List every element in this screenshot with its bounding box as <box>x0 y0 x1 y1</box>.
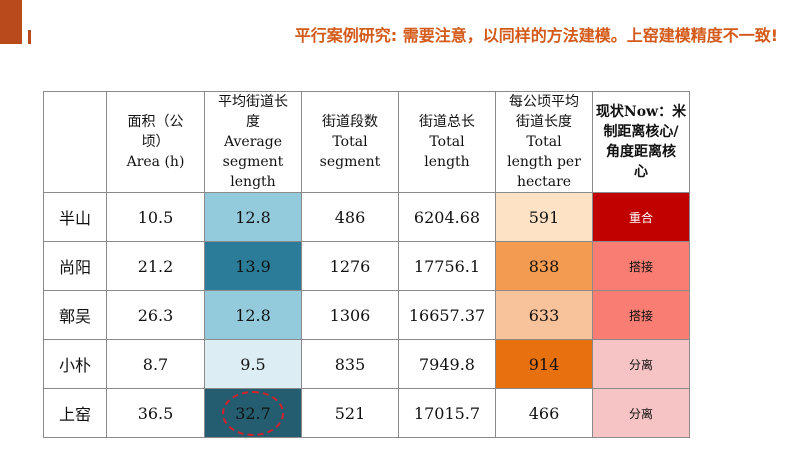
cell-avg-segment-text: 12.8 <box>235 207 271 227</box>
cell-total-segment: 1306 <box>301 290 399 340</box>
cell-status: 分离 <box>592 388 690 438</box>
cell-area-text: 26.3 <box>137 305 174 325</box>
cell-length-per-hectare-text: 591 <box>528 207 560 227</box>
cell-length-per-hectare-text: 838 <box>528 256 560 276</box>
row-label-text: 尚阳 <box>58 258 91 277</box>
cell-total-length-text: 16657.37 <box>408 305 486 325</box>
cell-area: 26.3 <box>106 290 205 340</box>
cell-total-length: 7949.8 <box>398 339 496 389</box>
cell-status-text: 分离 <box>628 357 653 372</box>
header-total-segment: 街道段数 Total segment <box>301 91 399 193</box>
cell-length-per-hectare: 591 <box>495 192 593 242</box>
cell-total-segment: 486 <box>301 192 399 242</box>
cell-total-segment-text: 1306 <box>329 305 371 325</box>
row-label-text: 上窑 <box>58 405 91 424</box>
highlight-annotation: 32.7 <box>222 390 284 436</box>
cell-avg-segment-text: 9.5 <box>240 354 266 374</box>
table-header-row: 面积（公 顷） Area (h) 平均街道长 度 Average segment… <box>43 91 690 193</box>
cell-area: 36.5 <box>106 388 205 438</box>
cell-total-segment: 521 <box>301 388 399 438</box>
row-label-text: 小朴 <box>58 356 91 375</box>
cell-length-per-hectare: 466 <box>495 388 593 438</box>
cell-avg-segment: 32.7 <box>204 388 302 438</box>
table-row: 上窑 36.5 32.7 521 17015.7 466 分离 <box>43 388 690 438</box>
cell-total-segment-text: 486 <box>334 207 366 227</box>
table-row: 小朴 8.7 9.5 835 7949.8 914 分离 <box>43 339 690 389</box>
cell-total-length: 17756.1 <box>398 241 496 291</box>
table-row: 半山 10.5 12.8 486 6204.68 591 重合 <box>43 192 690 242</box>
row-label: 鄣吴 <box>43 290 107 340</box>
cell-total-length: 17015.7 <box>398 388 496 438</box>
cell-area-text: 10.5 <box>137 207 174 227</box>
cell-length-per-hectare-text: 914 <box>528 354 560 374</box>
table-row: 鄣吴 26.3 12.8 1306 16657.37 633 搭接 <box>43 290 690 340</box>
row-label: 尚阳 <box>43 241 107 291</box>
header-length-per-hectare: 每公顷平均 街道长度 Total length per hectare <box>495 91 593 193</box>
corner-accent-tick <box>28 30 31 44</box>
cell-status: 分离 <box>592 339 690 389</box>
cell-avg-segment: 12.8 <box>204 192 302 242</box>
cell-area: 8.7 <box>106 339 205 389</box>
cell-length-per-hectare-text: 466 <box>528 403 560 423</box>
cell-status: 搭接 <box>592 290 690 340</box>
cell-total-length: 6204.68 <box>398 192 496 242</box>
cell-total-length-text: 6204.68 <box>413 207 481 227</box>
cell-status-text: 重合 <box>628 210 653 225</box>
table-row: 尚阳 21.2 13.9 1276 17756.1 838 搭接 <box>43 241 690 291</box>
header-status: 现状Now：米 制距离核心/ 角度距离核 心 <box>592 91 690 193</box>
corner-accent-block <box>0 0 22 44</box>
cell-avg-segment-text: 12.8 <box>235 305 271 325</box>
header-total-length: 街道总长 Total length <box>398 91 496 193</box>
cell-status: 搭接 <box>592 241 690 291</box>
row-label-text: 鄣吴 <box>58 307 91 326</box>
header-empty-cell <box>43 91 107 193</box>
cell-status-text: 搭接 <box>628 259 653 274</box>
cell-total-length-text: 17756.1 <box>413 256 481 276</box>
cell-area-text: 21.2 <box>137 256 174 276</box>
cell-avg-segment: 13.9 <box>204 241 302 291</box>
cell-status: 重合 <box>592 192 690 242</box>
cell-length-per-hectare-text: 633 <box>528 305 560 325</box>
cell-total-segment-text: 521 <box>334 403 366 423</box>
row-label: 上窑 <box>43 388 107 438</box>
cell-area: 21.2 <box>106 241 205 291</box>
cell-area-text: 36.5 <box>137 403 174 423</box>
cell-length-per-hectare: 633 <box>495 290 593 340</box>
slide-title: 平行案例研究: 需要注意，以同样的方法建模。上窑建模精度不一致! <box>294 26 778 45</box>
cell-area: 10.5 <box>106 192 205 242</box>
cell-total-segment: 1276 <box>301 241 399 291</box>
comparison-table-wrapper: 面积（公 顷） Area (h) 平均街道长 度 Average segment… <box>43 91 690 438</box>
cell-area-text: 8.7 <box>142 354 169 374</box>
header-avg-segment: 平均街道长 度 Average segment length <box>204 91 302 193</box>
cell-total-length-text: 17015.7 <box>413 403 481 423</box>
row-label-text: 半山 <box>58 209 91 228</box>
dashed-circle-icon <box>222 390 284 436</box>
cell-length-per-hectare: 914 <box>495 339 593 389</box>
cell-total-length-text: 7949.8 <box>419 354 475 374</box>
cell-total-segment-text: 835 <box>334 354 366 374</box>
row-label: 半山 <box>43 192 107 242</box>
row-label: 小朴 <box>43 339 107 389</box>
cell-status-text: 搭接 <box>628 308 653 323</box>
cell-avg-segment: 12.8 <box>204 290 302 340</box>
cell-total-length: 16657.37 <box>398 290 496 340</box>
table-body: 半山 10.5 12.8 486 6204.68 591 重合尚阳 21.2 13.9 1276 1… <box>43 192 690 438</box>
cell-length-per-hectare: 838 <box>495 241 593 291</box>
cell-avg-segment-text: 13.9 <box>235 256 271 276</box>
cell-avg-segment: 9.5 <box>204 339 302 389</box>
cell-total-segment: 835 <box>301 339 399 389</box>
cell-total-segment-text: 1276 <box>329 256 371 276</box>
header-area: 面积（公 顷） Area (h) <box>106 91 205 193</box>
comparison-table: 面积（公 顷） Area (h) 平均街道长 度 Average segment… <box>43 91 690 438</box>
cell-status-text: 分离 <box>628 406 653 421</box>
